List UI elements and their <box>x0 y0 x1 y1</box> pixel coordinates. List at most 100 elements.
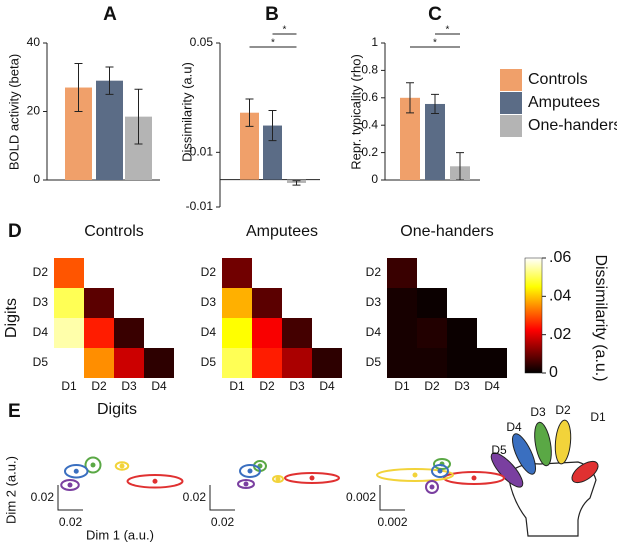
mds-point <box>437 468 443 474</box>
mds-ellipse <box>239 464 261 478</box>
heatmap-cell <box>114 318 144 348</box>
finger <box>534 421 552 467</box>
heatmap-title: Amputees <box>246 223 318 240</box>
finger-label: D1 <box>590 410 606 424</box>
col-label: D2 <box>91 379 107 393</box>
colorbar-tick-label: 0 <box>549 364 558 381</box>
legend-label: Controls <box>528 71 588 88</box>
row-label: D4 <box>201 325 217 339</box>
error-bar <box>245 98 254 127</box>
mds-ellipse <box>60 479 80 491</box>
heatmap-cell <box>222 288 252 318</box>
col-label: D4 <box>319 379 335 393</box>
y-axis-label: BOLD activity (beta) <box>6 54 21 170</box>
heatmap-cell <box>447 348 477 378</box>
scale-label: 0.002 <box>377 515 407 529</box>
mds-point <box>152 478 158 484</box>
scale-label: 0.02 <box>211 515 235 529</box>
col-label: D3 <box>454 379 470 393</box>
heatmap-cell <box>282 348 312 378</box>
mds-ellipse <box>64 464 89 479</box>
bar <box>425 103 445 180</box>
colorbar-tick-label: .06 <box>549 249 571 266</box>
heatmap-cell <box>387 318 417 348</box>
heatmap-cell <box>282 318 312 348</box>
row-label: D4 <box>33 325 49 339</box>
bar <box>263 125 282 180</box>
mds-point <box>471 475 477 481</box>
error-bar <box>431 93 439 115</box>
row-label: D3 <box>33 295 49 309</box>
row-label: D5 <box>33 355 49 369</box>
y-tick-label: 0 <box>371 172 378 186</box>
heatmap-title: Controls <box>84 223 144 240</box>
panel-label: D <box>8 221 22 242</box>
y-tick-label: 0.4 <box>361 117 378 131</box>
row-label: D3 <box>201 295 217 309</box>
y-tick-label: 0.6 <box>361 90 378 104</box>
heatmap-cell <box>387 348 417 378</box>
y-tick-label: -0.01 <box>186 199 214 213</box>
mds-ellipse <box>272 475 284 483</box>
hand-diagram: D1 D2 D3 D4 D5 <box>490 403 606 537</box>
scale-label: 0.02 <box>59 515 83 529</box>
heatmap-cell <box>222 258 252 288</box>
mds-ellipse <box>126 474 184 489</box>
col-label: D1 <box>61 379 77 393</box>
legend-label: Amputees <box>528 94 600 111</box>
error-bar <box>292 180 301 186</box>
y-axis-label: Dim 2 (a.u.) <box>3 456 18 524</box>
mds-ellipse <box>425 480 439 494</box>
mds-point <box>247 468 253 474</box>
legend-swatch <box>500 92 522 114</box>
panel-label: C <box>428 4 442 25</box>
heatmap-cell <box>54 348 84 378</box>
heatmap-cell <box>312 348 342 378</box>
scale-bar <box>379 485 405 511</box>
heatmap-cell <box>387 258 417 288</box>
legend-label: One-handers <box>528 117 617 134</box>
y-axis-label: Digits <box>3 298 20 338</box>
panel-label: A <box>103 4 117 25</box>
row-label: D5 <box>201 355 217 369</box>
panel-label: B <box>265 4 279 25</box>
mds-ellipse <box>84 456 102 474</box>
y-tick-label: 0.8 <box>361 63 378 77</box>
heatmap-cell <box>84 348 114 378</box>
col-label: D4 <box>484 379 500 393</box>
y-axis-label: Dissimilarity (a.u) <box>179 62 194 162</box>
y-tick-label: 20 <box>27 104 41 118</box>
mds-point <box>309 475 315 481</box>
mds-point <box>429 484 435 490</box>
col-label: D1 <box>394 379 410 393</box>
y-axis-label: Repr. typicality (rho) <box>348 54 363 170</box>
heatmap-cell <box>54 288 84 318</box>
mds-point <box>412 472 418 478</box>
mds-ellipse <box>433 458 451 470</box>
col-label: D3 <box>289 379 305 393</box>
error-bar <box>134 88 143 145</box>
mds-ellipse <box>237 479 255 489</box>
heatmap-cell <box>84 318 114 348</box>
bar <box>96 80 123 180</box>
heatmap-cell <box>252 348 282 378</box>
heatmap-cell <box>387 288 417 318</box>
x-axis-label: Dim 1 (a.u.) <box>86 527 154 542</box>
mds-point <box>119 463 125 469</box>
heatmap-cell <box>84 288 114 318</box>
heatmap-cell <box>447 318 477 348</box>
scale-label: 0.002 <box>346 490 376 504</box>
mds-ellipse <box>376 468 454 482</box>
x-axis-label: Digits <box>97 401 137 418</box>
heatmap-cell <box>114 348 144 378</box>
scale-bar <box>57 485 83 511</box>
finger <box>511 433 537 475</box>
panel-label: E <box>8 401 21 422</box>
significance-star: * <box>271 38 275 49</box>
finger <box>554 419 572 465</box>
mds-point <box>67 482 73 488</box>
heatmap-cell <box>417 288 447 318</box>
row-label: D2 <box>201 265 217 279</box>
mds-point <box>243 481 249 487</box>
scale-label: 0.02 <box>31 490 55 504</box>
